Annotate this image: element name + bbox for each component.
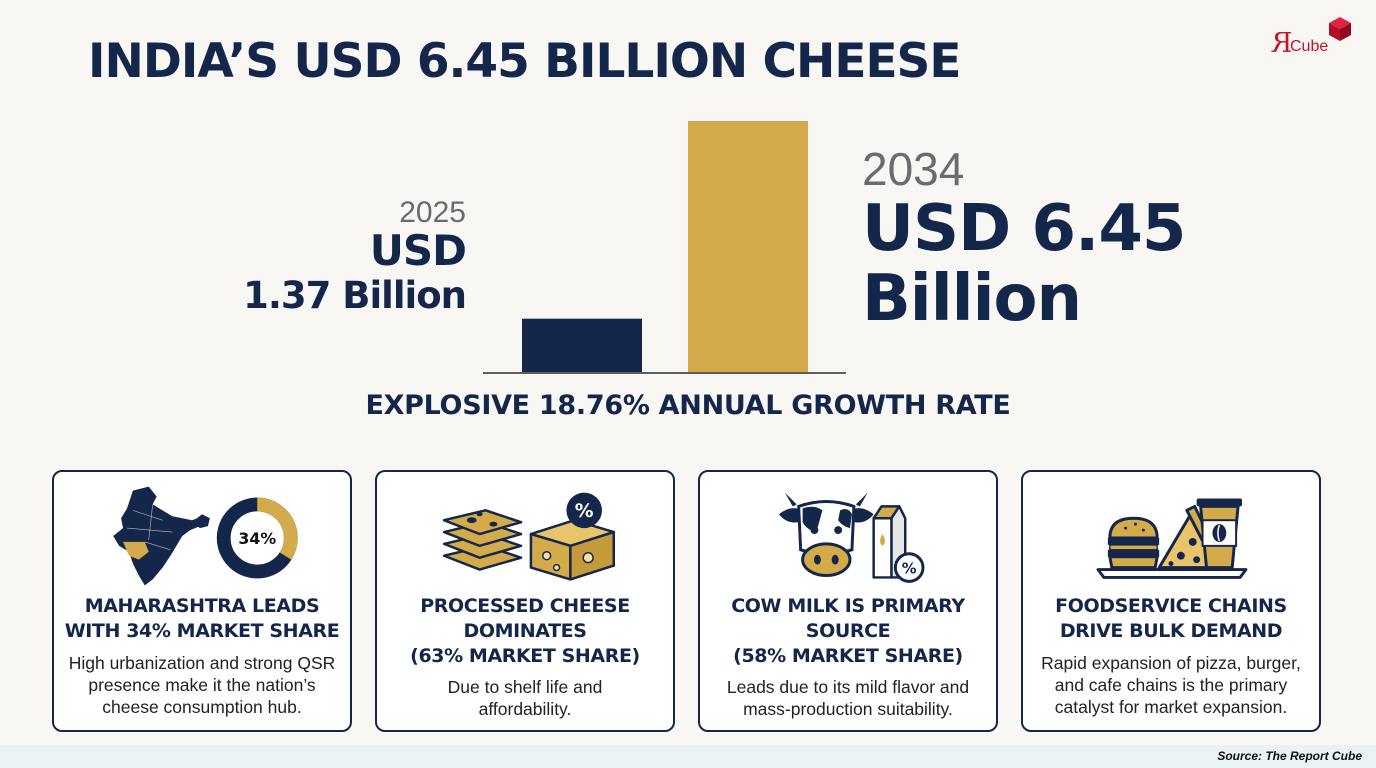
page-title: INDIA’S USD 6.45 BILLION CHEESE [88,34,962,89]
card-description: Leads due to its mild flavor and mass-pr… [708,676,988,720]
logo-text: Cube [1290,38,1329,55]
card-desc-line: mass-production suitability. [743,699,953,719]
card-cow-milk: % COW MILK IS PRIMARY SOURCE (58% MARKET… [698,470,998,732]
footer-bar: Source: The Report Cube [0,745,1376,768]
card-description: Due to shelf life and affordability. [385,676,665,720]
card-desc-line: Due to shelf life and [447,677,603,697]
card-foodservice: FOODSERVICE CHAINS DRIVE BULK DEMAND Rap… [1021,470,1321,732]
value-line1-2025: USD [369,226,467,275]
value-line2-2034: Billion [862,262,1082,336]
burger-pizza-coffee-icon [1096,498,1248,579]
card-title-line: SOURCE [805,620,891,642]
bar-chart [483,121,846,374]
card-description: High urbanization and strong QSR presenc… [62,652,342,718]
card-title: FOODSERVICE CHAINS DRIVE BULK DEMAND [1029,594,1313,644]
card-title-line: MAHARASHTRA LEADS [84,595,320,617]
cheese-slices-percent-icon: % [442,492,616,581]
bar-2034 [688,121,808,372]
card-title-line: (58% MARKET SHARE) [733,645,963,667]
card-desc-line: catalyst for market expansion. [1054,697,1288,717]
card-title-line: FOODSERVICE CHAINS [1055,595,1287,617]
report-cube-logo: R Cube [1268,16,1358,60]
india-map-donut-icon: 34% [113,486,298,586]
bar-2025 [522,318,642,372]
card-desc-line: presence make it the nation’s [88,675,316,695]
card-title: PROCESSED CHEESE DOMINATES (63% MARKET S… [383,594,667,669]
card-title-line: PROCESSED CHEESE [420,595,630,617]
card-desc-line: cheese consumption hub. [102,697,302,717]
source-credit: Source: The Report Cube [1217,749,1362,763]
card-processed-cheese: % PROCESSED CHEESE DOMINATES (63% MARKET… [375,470,675,732]
card-maharashtra: 34% MAHARASHTRA LEADS WITH 34% MARKET SH… [52,470,352,732]
value-label-2034: 2034 USD 6.45 Billion [862,143,1186,336]
donut-percentage: 34% [238,529,276,548]
donut-share-arc [216,497,298,579]
percent-badge: % [575,501,594,522]
card-title: MAHARASHTRA LEADS WITH 34% MARKET SHARE [60,594,344,644]
cube-icon [1329,17,1351,41]
cow-milk-carton-icon: % [778,492,925,583]
year-label-2025: 2025 [399,196,466,229]
card-title-line: DOMINATES [463,620,587,642]
growth-rate-headline: EXPLOSIVE 18.76% ANNUAL GROWTH RATE [365,390,1011,421]
card-desc-line: High urbanization and strong QSR [68,653,336,673]
card-title-line: COW MILK IS PRIMARY [731,595,965,617]
card-desc-line: affordability. [478,699,572,719]
year-label-2034: 2034 [862,143,965,195]
card-title-line: WITH 34% MARKET SHARE [64,620,340,642]
card-title-line: (63% MARKET SHARE) [410,645,640,667]
value-label-2025: 2025 USD 1.37 Billion [243,196,467,318]
card-description: Rapid expansion of pizza, burger, and ca… [1031,652,1311,718]
value-line1-2034: USD 6.45 [862,192,1186,266]
card-title-line: DRIVE BULK DEMAND [1059,620,1283,642]
percent-badge: % [902,560,917,577]
card-desc-line: Rapid expansion of pizza, burger, [1041,653,1301,673]
value-line2-2025: 1.37 Billion [243,274,467,317]
card-title: COW MILK IS PRIMARY SOURCE (58% MARKET S… [706,594,990,669]
card-desc-line: and cafe chains is the primary [1054,675,1288,695]
card-desc-line: Leads due to its mild flavor and [726,677,970,697]
